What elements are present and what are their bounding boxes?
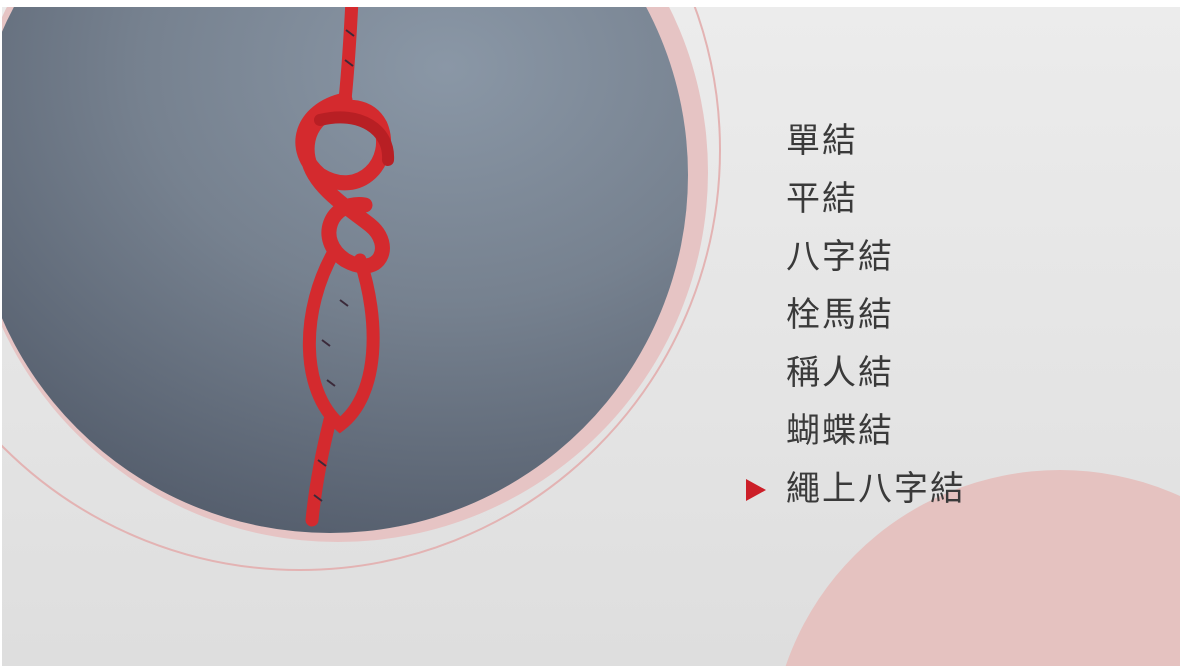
frame-top: [0, 0, 1180, 7]
knot-menu: 單結平結八字結栓馬結稱人結蝴蝶結繩上八字結: [746, 112, 966, 518]
menu-item[interactable]: 稱人結: [746, 344, 966, 402]
pink-arc-line: [0, 0, 721, 571]
triangle-right-icon: [746, 479, 766, 501]
menu-item-label: 單結: [786, 121, 858, 161]
menu-item-label: 繩上八字結: [786, 469, 966, 509]
frame-left: [0, 0, 2, 666]
menu-item[interactable]: 八字結: [746, 228, 966, 286]
menu-item-label: 八字結: [786, 237, 894, 277]
menu-item-label: 栓馬結: [786, 295, 894, 335]
menu-item[interactable]: 平結: [746, 170, 966, 228]
menu-item[interactable]: 栓馬結: [746, 286, 966, 344]
menu-item[interactable]: 單結: [746, 112, 966, 170]
menu-item[interactable]: 蝴蝶結: [746, 402, 966, 460]
menu-item[interactable]: 繩上八字結: [746, 460, 966, 518]
menu-item-label: 稱人結: [786, 353, 894, 393]
rope-photo: [0, 0, 688, 533]
menu-item-label: 蝴蝶結: [786, 411, 894, 451]
pink-blob-shape: [785, 470, 1180, 666]
menu-item-label: 平結: [786, 179, 858, 219]
